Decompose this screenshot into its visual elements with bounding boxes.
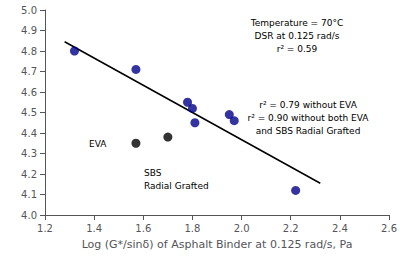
svg-text:4.4: 4.4 [21,128,37,139]
svg-text:1.8: 1.8 [184,223,200,234]
svg-text:1.4: 1.4 [86,223,102,234]
svg-text:EVA: EVA [89,139,107,149]
svg-text:1.2: 1.2 [37,223,53,234]
svg-text:4.5: 4.5 [21,107,37,118]
svg-text:4.1: 4.1 [21,189,37,200]
svg-text:4.9: 4.9 [21,25,37,36]
svg-text:Temperature = 70°C: Temperature = 70°C [250,18,344,28]
svg-text:2.0: 2.0 [234,223,250,234]
svg-text:and SBS Radial Grafted: and SBS Radial Grafted [256,126,361,136]
svg-text:r² = 0.90 without both EVA: r² = 0.90 without both EVA [248,113,370,123]
svg-text:SBS: SBS [144,168,162,178]
svg-text:4.8: 4.8 [21,46,37,57]
svg-text:4.3: 4.3 [21,148,37,159]
svg-text:2.6: 2.6 [381,223,397,234]
svg-text:2.4: 2.4 [332,223,348,234]
svg-text:DSR at 0.125 rad/s: DSR at 0.125 rad/s [255,31,340,41]
svg-text:1.6: 1.6 [135,223,151,234]
svg-text:2.2: 2.2 [283,223,299,234]
svg-text:r² = 0.59: r² = 0.59 [277,44,318,54]
svg-text:Radial Grafted: Radial Grafted [144,181,209,191]
svg-text:4.2: 4.2 [21,169,37,180]
svg-text:4.6: 4.6 [21,87,37,98]
svg-text:Log (G*/sinδ) of Asphalt Binde: Log (G*/sinδ) of Asphalt Binder at 0.125… [82,238,353,251]
svg-text:4.0: 4.0 [21,210,37,221]
svg-text:r² = 0.79 without EVA: r² = 0.79 without EVA [259,100,357,110]
svg-text:5.0: 5.0 [21,5,37,16]
svg-text:4.7: 4.7 [21,66,37,77]
